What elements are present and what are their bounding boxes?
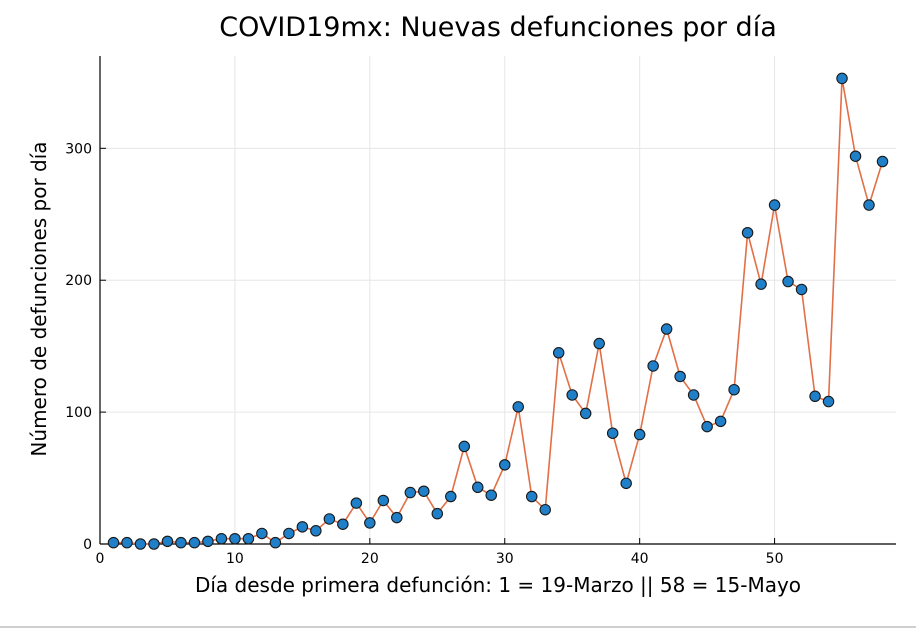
data-point xyxy=(539,503,551,516)
data-point xyxy=(391,511,403,524)
data-point xyxy=(782,275,794,288)
data-point xyxy=(404,486,417,499)
data-point xyxy=(458,440,471,453)
x-tick-label: 10 xyxy=(226,551,244,567)
x-tick-label: 0 xyxy=(96,551,105,567)
data-point xyxy=(728,383,740,396)
data-point xyxy=(269,536,282,549)
data-point xyxy=(809,390,821,403)
data-point xyxy=(323,513,336,525)
data-point xyxy=(188,536,201,549)
data-point xyxy=(377,494,390,507)
data-point xyxy=(337,518,349,530)
data-points xyxy=(107,72,889,550)
data-point xyxy=(364,517,376,529)
data-point xyxy=(107,536,120,549)
x-axis-label: Día desde primera defunción: 1 = 19-Marz… xyxy=(195,573,801,597)
data-point xyxy=(121,536,133,549)
data-point xyxy=(633,428,646,441)
axes xyxy=(99,56,896,545)
data-point xyxy=(849,150,862,162)
data-point xyxy=(485,489,497,501)
data-point xyxy=(512,401,524,413)
y-axis-label: Número de defunciones por día xyxy=(27,141,51,456)
data-point xyxy=(795,283,808,296)
data-point xyxy=(215,532,228,545)
data-point xyxy=(714,415,727,428)
bottom-rule xyxy=(0,626,916,628)
y-tick-label: 0 xyxy=(83,537,92,553)
data-point xyxy=(579,407,592,420)
data-point xyxy=(161,535,174,548)
data-point xyxy=(620,477,632,490)
grid xyxy=(99,56,896,545)
x-tick-label: 50 xyxy=(766,551,784,567)
data-point xyxy=(755,278,767,290)
data-point xyxy=(822,395,835,408)
data-point xyxy=(687,389,700,401)
data-point xyxy=(552,347,565,359)
data-point xyxy=(768,199,781,211)
data-point xyxy=(175,536,187,549)
data-point xyxy=(148,538,160,550)
data-point xyxy=(606,427,619,439)
data-point xyxy=(863,199,875,211)
data-point xyxy=(525,490,538,503)
data-point xyxy=(674,370,686,383)
x-tick-label: 20 xyxy=(361,551,379,567)
data-point xyxy=(498,459,511,471)
data-point xyxy=(701,420,713,433)
series-line xyxy=(113,78,884,545)
chart-title: COVID19mx: Nuevas defunciones por día xyxy=(219,12,777,43)
y-axis-ticks: 0 100 200 300 xyxy=(65,141,106,553)
data-point xyxy=(418,485,430,497)
x-tick-label: 40 xyxy=(631,551,649,567)
data-point xyxy=(472,481,484,494)
data-point xyxy=(350,497,363,509)
data-point xyxy=(566,389,578,401)
data-point xyxy=(242,532,255,545)
data-point xyxy=(256,527,268,540)
data-point xyxy=(310,525,322,537)
data-point xyxy=(283,527,295,540)
data-point xyxy=(876,155,889,168)
data-point xyxy=(647,360,659,372)
data-point xyxy=(836,72,848,85)
y-tick-label: 100 xyxy=(65,405,92,421)
y-tick-label: 200 xyxy=(65,273,92,289)
data-point xyxy=(445,490,457,503)
data-point xyxy=(296,521,309,533)
data-point xyxy=(660,323,673,335)
data-point xyxy=(229,532,241,545)
data-point xyxy=(202,535,214,548)
data-point xyxy=(134,538,147,550)
y-tick-label: 300 xyxy=(65,141,92,157)
data-point xyxy=(593,337,605,350)
data-point xyxy=(741,226,754,239)
data-point xyxy=(431,507,444,520)
x-tick-label: 30 xyxy=(496,551,514,567)
x-axis-ticks: 0 10 20 30 40 50 xyxy=(96,538,784,567)
